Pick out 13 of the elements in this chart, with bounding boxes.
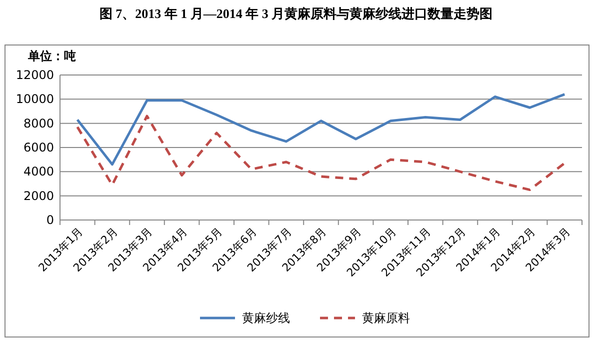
y-tick-label: 12000 [16,68,54,82]
y-tick-label: 8000 [23,116,54,130]
y-tick-label: 6000 [23,140,54,154]
y-tick-label: 2000 [23,188,54,203]
y-tick-label: 0 [46,213,54,227]
y-tick-label: 4000 [23,164,54,179]
line-series [76,114,566,192]
chart-title: 图 7、2013 年 1 月—2014 年 3 月黄麻原料与黄麻纱线进口数量走势图 [99,6,493,21]
line-series [76,93,566,166]
legend-label: 黄麻原料 [362,311,410,325]
y-axis-title: 单位：吨 [27,49,76,63]
y-tick-label: 10000 [16,92,54,106]
legend-label: 黄麻纱线 [242,311,290,325]
